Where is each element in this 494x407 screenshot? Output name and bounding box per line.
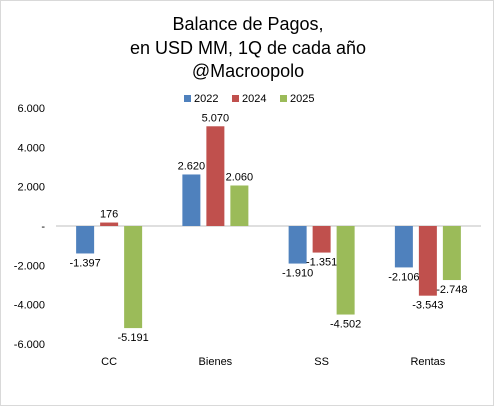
legend-item-2022: 2022 [184,93,218,105]
bar-ss-2022 [288,226,307,264]
data-label-cc-2022: -1.397 [70,257,101,269]
y-tick-label: 2.000 [17,182,45,194]
data-label-bienes-2024: 5.070 [202,112,230,124]
data-label-bienes-2022: 2.620 [178,160,206,172]
y-tick-label: - [41,221,45,233]
data-label-cc-2024: 176 [100,209,118,221]
bar-ss-2024 [312,226,331,253]
data-label-ss-2025: -4.502 [330,319,361,331]
y-tick-label: -4.000 [14,300,45,312]
chart-title-line-1: Balance de Pagos, [172,14,324,34]
legend-label-2024: 2024 [242,93,267,105]
bar-cc-2024 [100,222,119,226]
legend-swatch-2022 [184,94,191,102]
legend-label-2025: 2025 [290,93,315,105]
bar-rentas-2022 [394,226,413,268]
bar-cc-2025 [124,226,143,329]
data-label-ss-2024: -1.351 [306,257,337,269]
bar-rentas-2024 [418,226,437,296]
chart-title-line-2: en USD MM, 1Q de cada año [129,38,367,58]
x-tick-label-rentas: Rentas [410,356,445,368]
chart-title-line-3: @Macroopolo [191,61,305,81]
data-label-rentas-2025: -2.748 [436,284,467,296]
x-tick-label-cc: CC [101,356,117,368]
legend-label-2022: 2022 [194,93,219,105]
bar-ss-2025 [336,226,355,315]
bar-bienes-2024 [206,126,225,226]
legend-swatch-2025 [280,94,287,102]
bar-bienes-2025 [230,185,249,226]
legend-swatch-2024 [232,94,239,102]
bar-rentas-2025 [442,226,461,281]
legend-item-2024: 2024 [232,93,266,105]
bar-bienes-2022 [182,174,201,226]
bar-cc-2022 [76,226,95,254]
y-tick-label: 6.000 [17,103,45,115]
data-label-rentas-2022: -2.106 [388,271,419,283]
data-label-ss-2022: -1.910 [282,268,313,280]
data-label-cc-2025: -5.191 [118,332,149,344]
y-tick-label: 4.000 [17,142,45,154]
legend-item-2025: 2025 [280,93,314,105]
y-tick-label: -6.000 [14,339,45,351]
data-label-bienes-2025: 2.060 [226,171,254,183]
x-tick-label-bienes: Bienes [199,356,233,368]
data-label-rentas-2024: -3.543 [412,300,443,312]
y-tick-label: -2.000 [14,260,45,272]
x-tick-label-ss: SS [314,356,329,368]
